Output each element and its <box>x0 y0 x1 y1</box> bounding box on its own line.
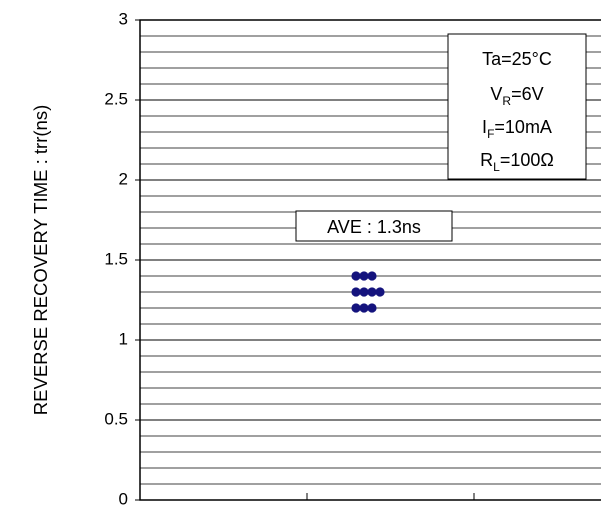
data-point <box>351 303 361 313</box>
condition-ta: Ta=25°C <box>482 49 552 69</box>
y-tick-label: 1 <box>119 329 128 348</box>
data-point <box>367 303 377 313</box>
data-points <box>351 271 385 313</box>
data-point <box>367 287 377 297</box>
average-box <box>295 210 453 242</box>
data-point <box>359 303 369 313</box>
data-point <box>359 271 369 281</box>
plot-border <box>139 19 601 501</box>
condition-if: IF=10mA <box>482 117 552 141</box>
data-point <box>375 287 385 297</box>
data-point <box>359 287 369 297</box>
data-point <box>351 271 361 281</box>
y-tick-label: 2 <box>119 169 128 188</box>
y-tick-label: 2.5 <box>104 89 128 108</box>
conditions-legend: Ta=25°C VR=6V IF=10mA RL=100Ω <box>447 33 587 180</box>
y-axis-title: REVERSE RECOVERY TIME : trr(ns) <box>30 105 51 415</box>
data-point <box>351 287 361 297</box>
average-label: AVE : 1.3ns <box>327 217 421 237</box>
y-tick-label: 0 <box>119 489 128 508</box>
condition-vr: VR=6V <box>490 84 543 108</box>
condition-rl: RL=100Ω <box>480 150 554 174</box>
y-tick-label: 1.5 <box>104 249 128 268</box>
y-ticks: 0 0.5 1 1.5 2 2.5 3 <box>104 9 475 508</box>
data-point <box>367 271 377 281</box>
conditions-box <box>447 33 587 180</box>
y-tick-label: 3 <box>119 9 128 28</box>
average-annotation: AVE : 1.3ns <box>295 210 453 242</box>
y-tick-label: 0.5 <box>104 409 128 428</box>
